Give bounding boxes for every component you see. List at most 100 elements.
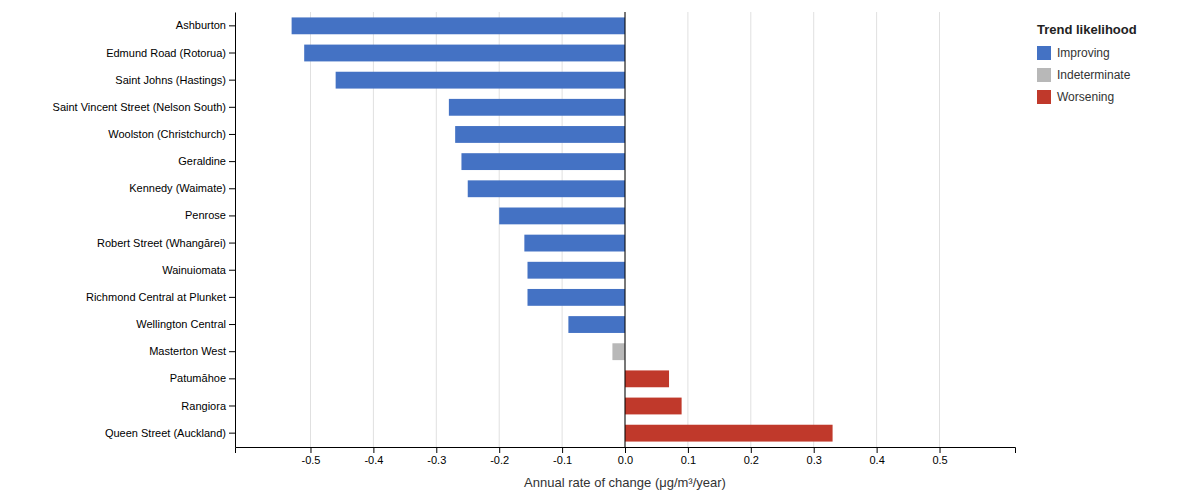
y-tick-mark: [229, 297, 235, 298]
x-tick-mark: [940, 447, 941, 453]
x-tick-label: 0.4: [869, 454, 884, 466]
bar: [612, 343, 625, 360]
grid-line: [939, 12, 940, 447]
x-tick-label: 0.2: [744, 454, 759, 466]
x-axis-line: [236, 448, 1016, 454]
x-tick: -0.1: [553, 447, 572, 466]
grid-line: [876, 12, 877, 447]
bar: [499, 208, 625, 225]
legend-swatch: [1037, 46, 1051, 60]
y-tick-label: Robert Street (Whangārei): [97, 237, 226, 249]
x-tick-label: -0.5: [301, 454, 320, 466]
y-tick-mark: [229, 351, 235, 352]
x-tick: -0.3: [427, 447, 446, 466]
x-tick: 0.5: [932, 447, 947, 466]
y-tick-label: Wainuiomata: [162, 264, 227, 276]
x-tick-mark: [751, 447, 752, 453]
y-tick: Penrose: [185, 209, 235, 221]
y-tick-mark: [229, 243, 235, 244]
bar: [625, 425, 833, 442]
bar: [461, 153, 625, 170]
grid-line: [625, 12, 626, 447]
y-tick-label: Patumāhoe: [170, 372, 226, 384]
x-axis: -0.5 -0.4 -0.3 -0.2 -0.1 0.0 0.1 0.2 0.3 0.4 0.5: [236, 447, 1016, 466]
y-tick: Patumāhoe: [170, 372, 235, 384]
chart: -0.5 -0.4 -0.3 -0.2 -0.1 0.0 0.1 0.2 0.3 0.4 0.5 As…: [0, 0, 1200, 497]
grid-line: [687, 12, 688, 447]
bar: [455, 126, 625, 143]
x-tick: 0.4: [869, 447, 884, 466]
y-tick-label: Woolston (Christchurch): [108, 128, 226, 140]
y-tick-mark: [229, 270, 235, 271]
x-tick-label: -0.2: [490, 454, 509, 466]
y-tick: Richmond Central at Plunket: [86, 291, 235, 303]
legend-item: Improving: [1037, 46, 1110, 60]
y-tick-label: Richmond Central at Plunket: [86, 291, 226, 303]
bar: [468, 180, 625, 197]
bar: [625, 370, 669, 387]
y-tick-mark: [229, 53, 235, 54]
legend-label: Improving: [1057, 46, 1110, 60]
y-tick-label: Saint Johns (Hastings): [115, 74, 226, 86]
grid-line: [750, 12, 751, 447]
legend-swatch: [1037, 68, 1051, 82]
bar: [528, 262, 626, 279]
bar: [528, 289, 626, 306]
x-tick-label: 0.1: [681, 454, 696, 466]
y-tick: Ashburton: [176, 19, 235, 31]
y-tick-label: Rangiora: [181, 400, 227, 412]
y-tick-label: Ashburton: [176, 19, 226, 31]
y-tick: Geraldine: [178, 155, 235, 167]
y-tick: Saint Johns (Hastings): [115, 74, 235, 86]
bar: [568, 316, 625, 333]
x-tick: -0.2: [490, 447, 509, 466]
y-tick: Kennedy (Waimate): [129, 182, 235, 194]
y-tick-label: Geraldine: [178, 155, 226, 167]
plot-area: -0.5 -0.4 -0.3 -0.2 -0.1 0.0 0.1 0.2 0.3 0.4 0.5 As…: [53, 12, 1016, 466]
y-tick-mark: [229, 25, 235, 26]
x-tick-label: 0.0: [618, 454, 633, 466]
x-tick-mark: [373, 447, 374, 453]
y-tick-mark: [229, 378, 235, 379]
y-tick: Queen Street (Auckland): [105, 427, 235, 439]
bar: [449, 99, 625, 116]
x-tick-mark: [562, 447, 563, 453]
bar: [524, 235, 625, 252]
grid: [310, 12, 939, 447]
y-tick-mark: [229, 188, 235, 189]
y-tick-label: Kennedy (Waimate): [129, 182, 226, 194]
bars: [292, 17, 833, 441]
y-tick-mark: [229, 405, 235, 406]
x-tick-mark: [436, 447, 437, 453]
x-tick-mark: [499, 447, 500, 453]
x-tick-mark: [814, 447, 815, 453]
y-tick-mark: [229, 215, 235, 216]
x-tick-label: 0.3: [807, 454, 822, 466]
y-tick: Masterton West: [149, 345, 235, 357]
legend-item: Indeterminate: [1037, 68, 1131, 82]
y-tick-mark: [229, 161, 235, 162]
x-tick-label: -0.4: [364, 454, 383, 466]
legend-label: Indeterminate: [1057, 68, 1131, 82]
bar: [304, 45, 625, 62]
x-tick-label: -0.1: [553, 454, 572, 466]
y-tick-label: Masterton West: [149, 345, 226, 357]
y-tick-label: Queen Street (Auckland): [105, 427, 226, 439]
y-tick-mark: [229, 324, 235, 325]
y-tick: Rangiora: [181, 400, 235, 412]
x-tick-label: 0.5: [932, 454, 947, 466]
x-tick-mark: [688, 447, 689, 453]
bar: [625, 398, 682, 415]
legend-label: Worsening: [1057, 90, 1114, 104]
y-tick: Saint Vincent Street (Nelson South): [53, 101, 235, 113]
legend-item: Worsening: [1037, 90, 1114, 104]
zero-line: [625, 12, 626, 447]
y-tick-label: Edmund Road (Rotorua): [106, 47, 226, 59]
y-tick-label: Penrose: [185, 209, 226, 221]
grid-line: [813, 12, 814, 447]
y-axis-line: [235, 13, 236, 448]
y-tick: Edmund Road (Rotorua): [106, 47, 235, 59]
y-tick: Woolston (Christchurch): [108, 128, 235, 140]
x-tick: 0.1: [681, 447, 696, 466]
legend: Trend likelihoodImprovingIndeterminateWo…: [1037, 22, 1137, 104]
